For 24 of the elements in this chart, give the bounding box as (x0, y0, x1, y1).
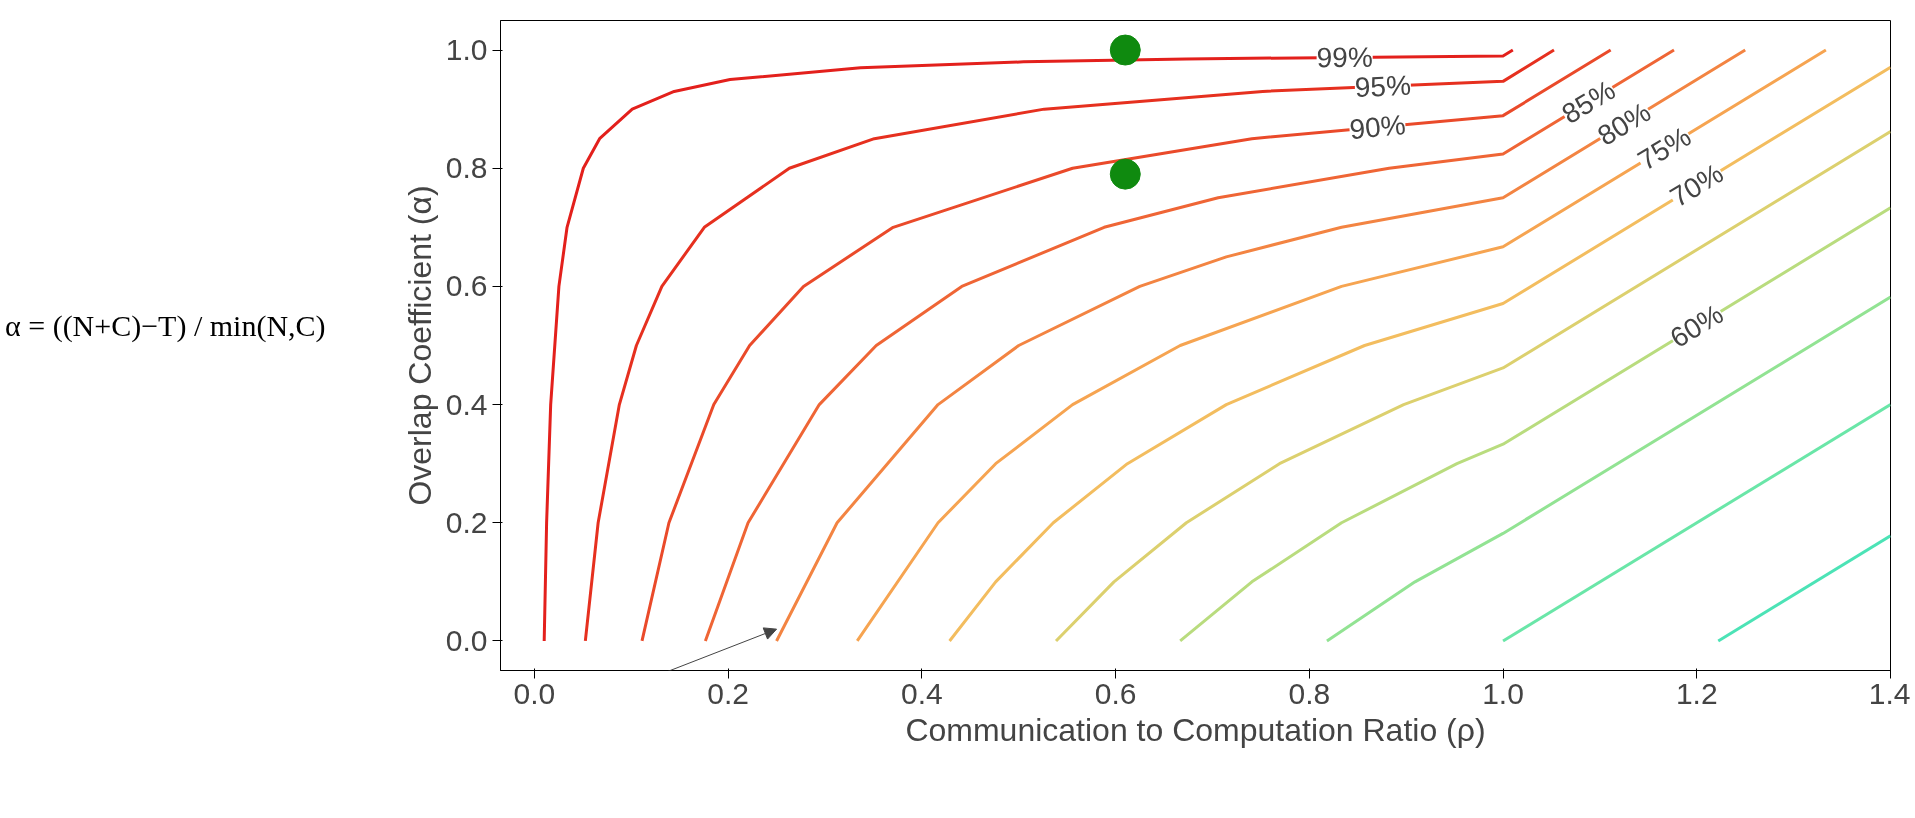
x-tick-label: 0.2 (707, 676, 749, 710)
text: 60% (1664, 298, 1729, 354)
x-tick-label: 1.2 (1675, 676, 1718, 710)
y-tick-label: 0.4 (445, 387, 488, 421)
y-tick-label: 0.6 (445, 269, 488, 303)
text: α = ((N+C)−T) / min(N,C) (5, 308, 326, 344)
x-tick-label: 0.0 (513, 676, 556, 710)
y-tick-label: 0.0 (445, 623, 488, 657)
series-label: 95% (1354, 69, 1412, 104)
x-tick-label: 0.4 (901, 676, 943, 710)
line-series (1325, 295, 1891, 643)
series-label: 99% (1316, 41, 1373, 74)
x-tick-label: 0.8 (1288, 676, 1331, 710)
text: 90% (1348, 109, 1407, 146)
y-axis-title: Overlap Coefficient (α) (401, 185, 438, 506)
y-tick-label: 1.0 (445, 33, 488, 67)
x-tick-label: 1.4 (1868, 676, 1911, 710)
x-tick-label: 1.0 (1482, 676, 1524, 710)
y-tick-label: 0.2 (445, 505, 488, 539)
x-tick-label: 0.6 (1094, 676, 1137, 710)
line-series (855, 48, 1828, 643)
y-tick-label: 0.8 (445, 151, 488, 185)
line-series (1178, 206, 1891, 643)
x-axis-title: Communication to Computation Ratio (ρ) (905, 711, 1486, 748)
